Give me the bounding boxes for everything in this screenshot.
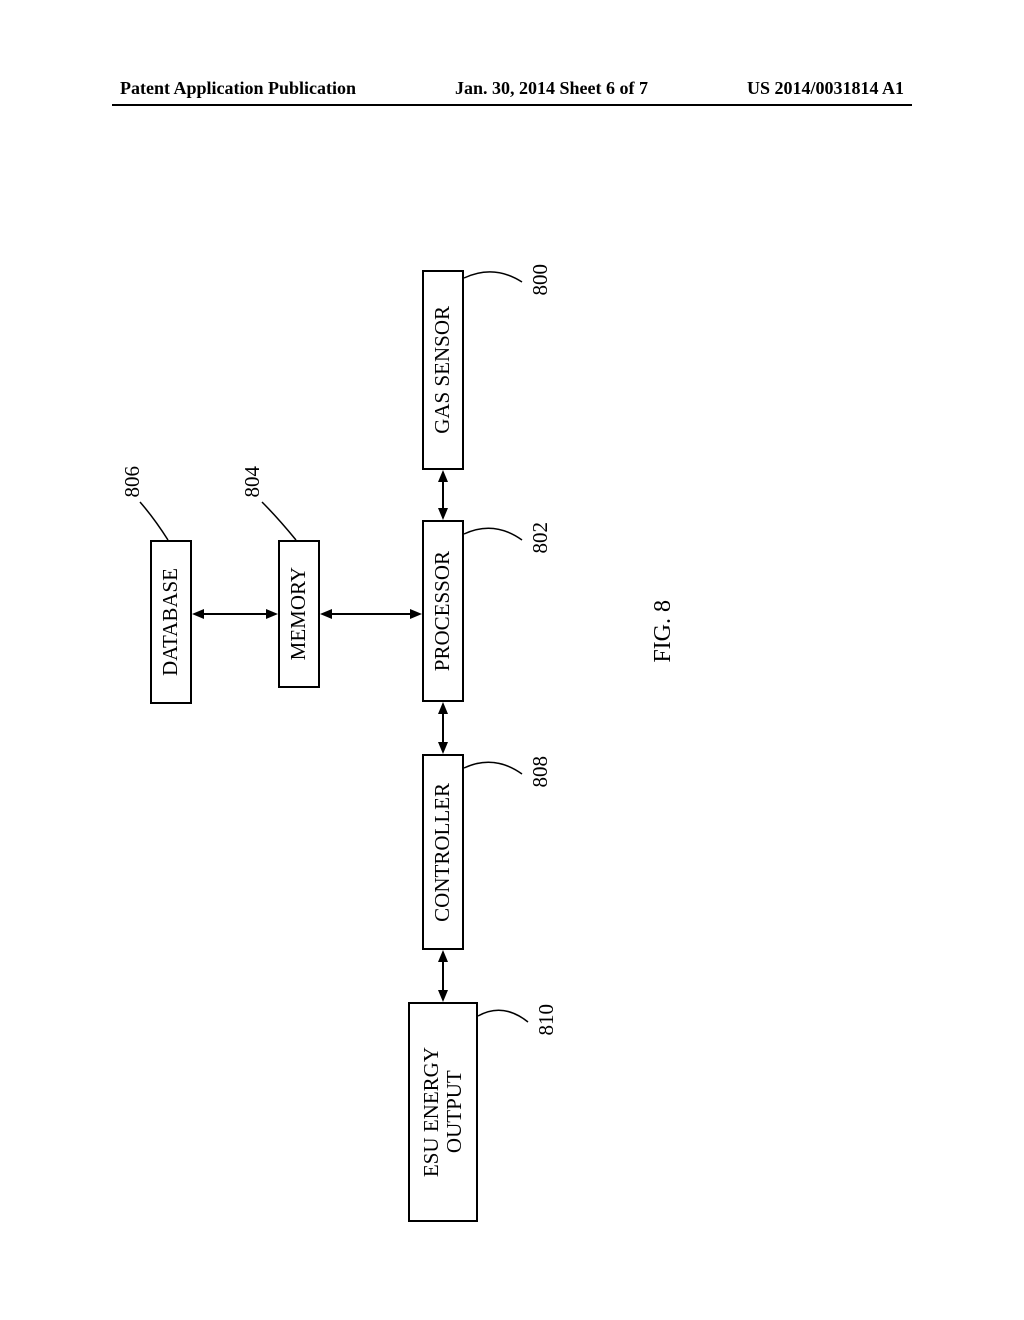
esu-box: ESU ENERGY OUTPUT (408, 1002, 478, 1222)
database-box: DATABASE (150, 540, 192, 704)
processor-ref: 802 (528, 522, 553, 554)
page-header: Patent Application Publication Jan. 30, … (0, 78, 1024, 99)
header-rule (112, 104, 912, 106)
arrow-proc-controller (433, 702, 453, 754)
arrow-database-memory (192, 604, 278, 624)
arrow-gas-processor (433, 470, 453, 520)
memory-box: MEMORY (278, 540, 320, 688)
database-ref: 806 (120, 466, 145, 498)
controller-ref: 808 (528, 756, 553, 788)
memory-label: MEMORY (287, 567, 310, 660)
controller-label: CONTROLLER (431, 783, 454, 922)
database-leader (138, 500, 188, 550)
memory-ref: 804 (240, 466, 265, 498)
esu-leader (478, 1000, 538, 1040)
arrow-controller-esu (433, 950, 453, 1002)
processor-label: PROCESSOR (431, 551, 454, 671)
gas-sensor-leader (464, 260, 534, 300)
database-label: DATABASE (159, 568, 182, 676)
header-right: US 2014/0031814 A1 (747, 78, 904, 99)
esu-label: ESU ENERGY OUTPUT (420, 1047, 466, 1177)
gas-sensor-ref: 800 (528, 264, 553, 296)
controller-leader (464, 752, 534, 792)
processor-leader (464, 518, 534, 558)
memory-leader (260, 500, 310, 550)
gas-sensor-label: GAS SENSOR (431, 306, 454, 434)
header-left: Patent Application Publication (120, 78, 356, 99)
gas-sensor-box: GAS SENSOR (422, 270, 464, 470)
esu-ref: 810 (534, 1004, 559, 1036)
arrow-memory-processor (320, 604, 422, 624)
header-mid: Jan. 30, 2014 Sheet 6 of 7 (455, 78, 648, 99)
figure-label: FIG. 8 (650, 600, 677, 663)
processor-box: PROCESSOR (422, 520, 464, 702)
controller-box: CONTROLLER (422, 754, 464, 950)
block-diagram: GAS SENSOR 800 PROCESSOR 802 CONTROLLER … (150, 270, 710, 1030)
